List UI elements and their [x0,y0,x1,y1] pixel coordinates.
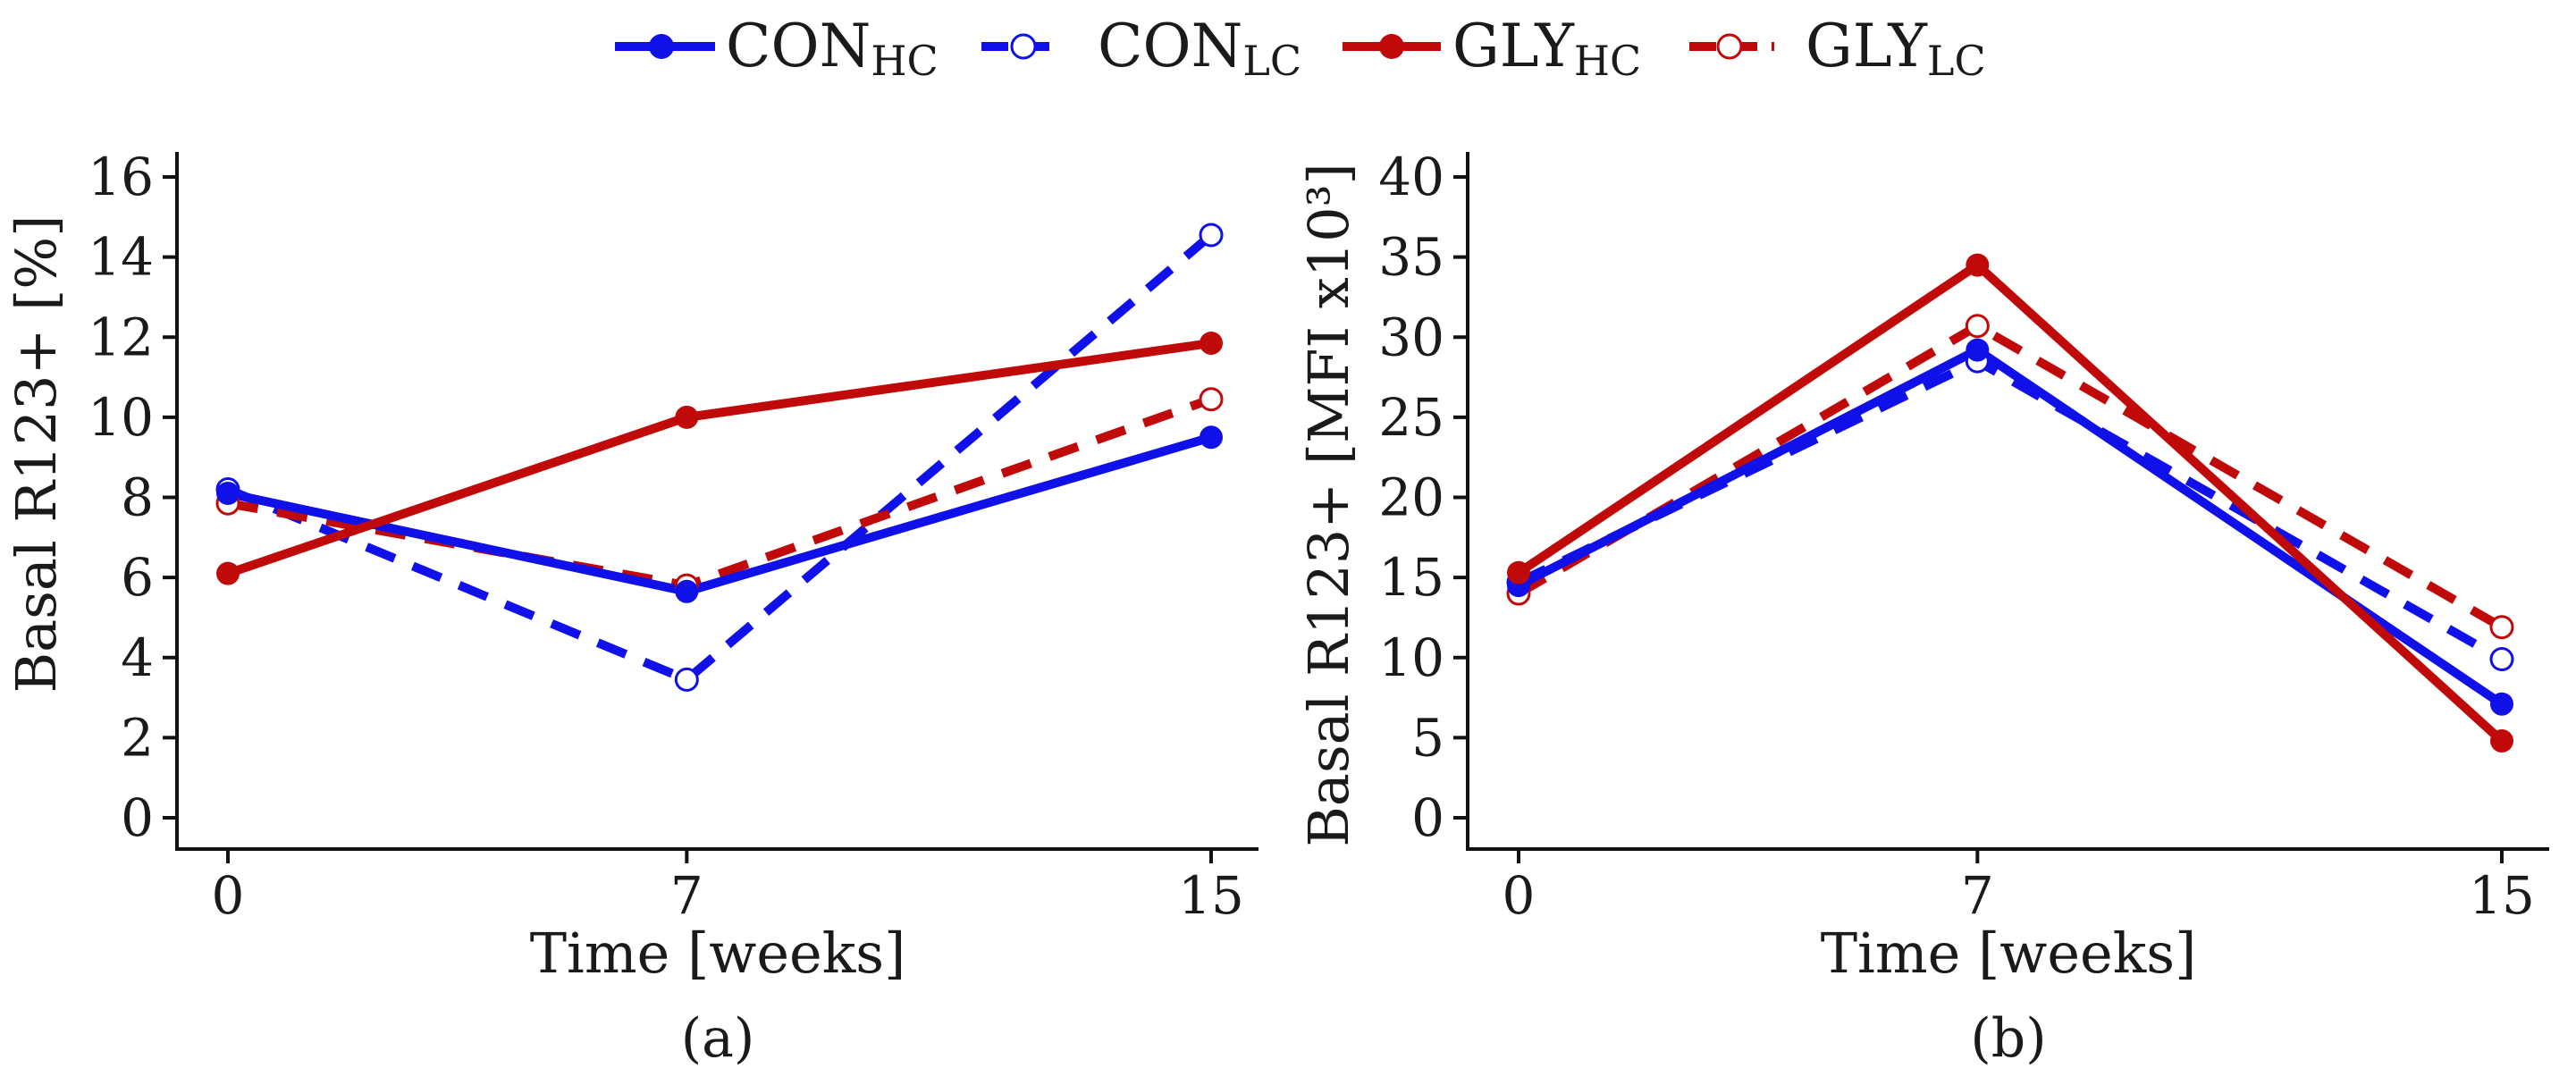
legend-label-sub: LC [1927,37,1986,85]
x-tick-label: 0 [212,865,245,926]
legend-key-marker [1716,33,1743,60]
y-axis-title: Basal R123+ [%] [4,215,69,694]
x-axis-title: Time [weeks] [530,921,906,986]
y-tick-label: 6 [121,547,154,608]
series-line-con-hc [1516,345,2504,708]
y-tick-label: 15 [1378,547,1444,608]
data-point-con-hc [1966,338,1990,362]
y-tick-label: 25 [1378,387,1444,448]
legend-entry-gly-lc: GLYLC [1689,12,1986,85]
data-point-gly-hc [1507,560,1530,585]
data-point-con-lc [674,667,699,692]
legend-label-main: GLY [1452,12,1575,80]
data-point-con-hc [675,579,699,603]
y-tick-label: 10 [1378,627,1444,688]
panel-b: 0 5 10 15 20 25 30 35 40 0 7 15 Time [weeks] Basal R1… [1296,147,2549,1070]
legend-label-main: CON [726,12,871,80]
legend-label-main: CON [1098,12,1242,80]
series-line-gly-lc [227,394,1213,591]
y-tick-label: 5 [1411,707,1444,768]
legend-entry-con-hc: CONHC [615,12,939,85]
data-point-gly-lc [2489,615,2514,640]
data-point-con-hc [2490,692,2513,716]
y-tick-label: 0 [1411,787,1444,848]
y-tick-label: 2 [121,707,154,768]
y-tick-label: 10 [88,387,154,448]
x-axis-title: Time [weeks] [1821,921,2197,986]
data-point-gly-hc [2490,728,2513,753]
y-tick-label: 12 [88,307,154,367]
panel-label: (a) [681,1007,755,1070]
y-tick-label: 4 [121,627,154,688]
data-point-con-hc [216,482,240,506]
legend-label-main: GLY [1806,12,1928,80]
y-tick-label: 35 [1378,227,1444,288]
series-line-con-lc [226,231,1215,685]
data-point-gly-lc [1965,314,1990,339]
y-tick-label: 20 [1378,467,1444,528]
x-tick-label: 7 [670,865,703,926]
y-tick-label: 40 [1378,147,1444,207]
data-point-con-lc [2489,647,2514,672]
legend-label: CONLC [1098,12,1301,85]
data-point-con-hc [1200,425,1223,450]
y-tick-label: 14 [88,227,154,288]
panel-a: 0 2 4 6 8 10 12 14 16 0 7 15 Time [weeks] Basal R123+… [4,147,1259,1070]
legend-entry-gly-hc: GLYHC [1343,12,1641,85]
x-tick-label: 15 [1178,865,1244,926]
legend-label-sub: LC [1242,37,1301,85]
legend-label-sub: HC [871,37,938,85]
x-tick-label: 0 [1503,865,1536,926]
y-tick-label: 0 [121,787,154,848]
series-line-con-hc [226,433,1213,596]
x-tick-label: 7 [1961,865,1994,926]
legend-key-marker [649,34,674,59]
data-point-gly-hc [675,405,699,429]
legend-key-marker [1379,34,1404,59]
legend-label: GLYHC [1452,12,1641,85]
legend-label: GLYLC [1806,12,1986,85]
y-tick-label: 8 [121,467,154,528]
data-point-gly-hc [1966,253,1990,277]
data-point-gly-hc [1200,331,1223,355]
data-point-gly-hc [216,561,240,585]
data-point-gly-lc [1199,387,1224,412]
data-point-con-lc [1199,223,1224,248]
y-axis-title: Basal R123+ [MFI x10³] [1296,163,1361,846]
legend-key-marker [1010,33,1037,60]
y-tick-label: 30 [1378,307,1444,367]
legend-entry-con-lc: CONLC [981,12,1301,85]
legend-label: CONHC [726,12,939,85]
x-tick-label: 15 [2469,865,2535,926]
legend-label-sub: HC [1574,37,1641,85]
legend: CONHC CONLC GLYHC GLYLC [615,12,1986,85]
y-tick-label: 16 [88,147,154,207]
series-line-gly-hc [226,339,1212,578]
panel-label: (b) [1970,1007,2046,1070]
